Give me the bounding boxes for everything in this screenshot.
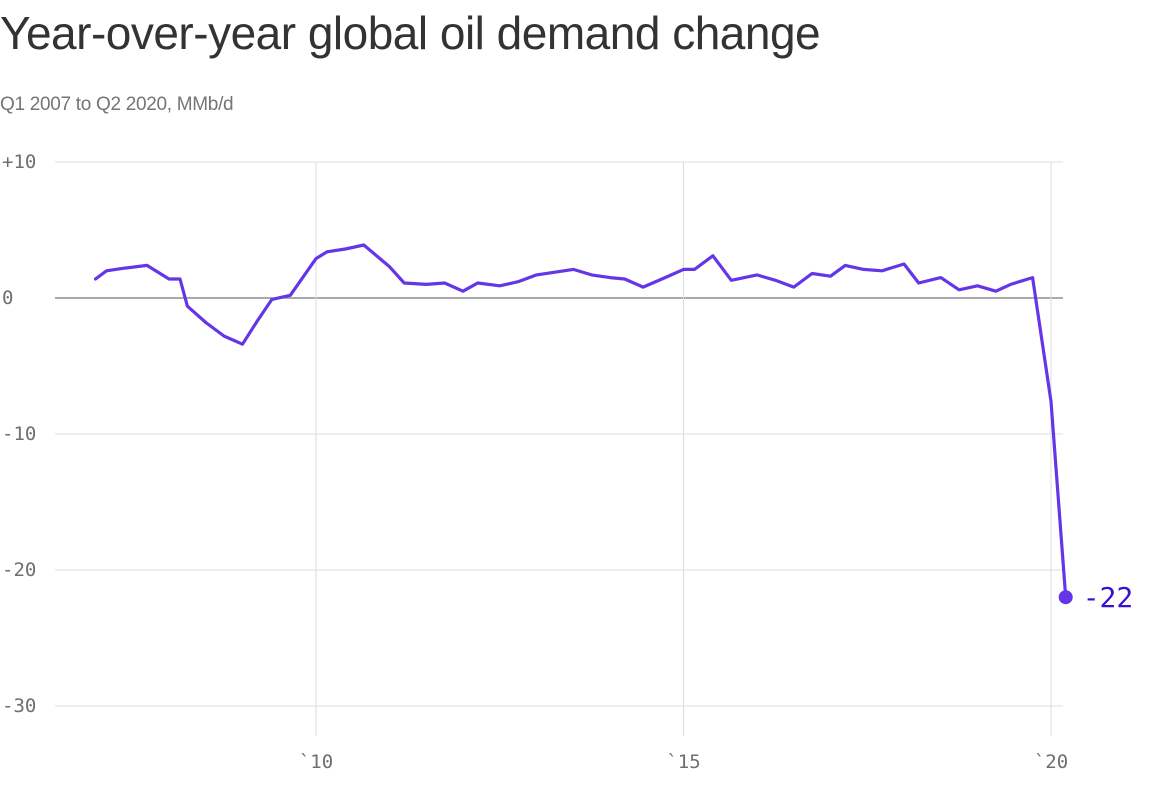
x-tick-label: `15 <box>666 751 700 773</box>
x-tick-label: `10 <box>299 751 333 773</box>
chart-title: Year-over-year global oil demand change <box>0 7 821 59</box>
series-line <box>93 243 1068 599</box>
y-tick-label: -10 <box>2 423 36 445</box>
chart-subtitle: Q1 2007 to Q2 2020, MMb/d <box>0 94 234 115</box>
y-tick-label: -30 <box>2 695 36 717</box>
y-tick-label: 0 <box>2 287 13 309</box>
label-layer: +10 0 -10 -20 -30 `10 `15 `20 -22 <box>2 151 1133 773</box>
series-layer <box>93 243 1073 605</box>
end-value-label: -22 <box>1083 581 1134 614</box>
end-point-marker <box>1058 590 1073 605</box>
x-tick-label: `20 <box>1034 751 1068 773</box>
y-tick-label: -20 <box>2 559 36 581</box>
y-tick-label: +10 <box>2 151 36 173</box>
grid-layer <box>55 161 1063 736</box>
